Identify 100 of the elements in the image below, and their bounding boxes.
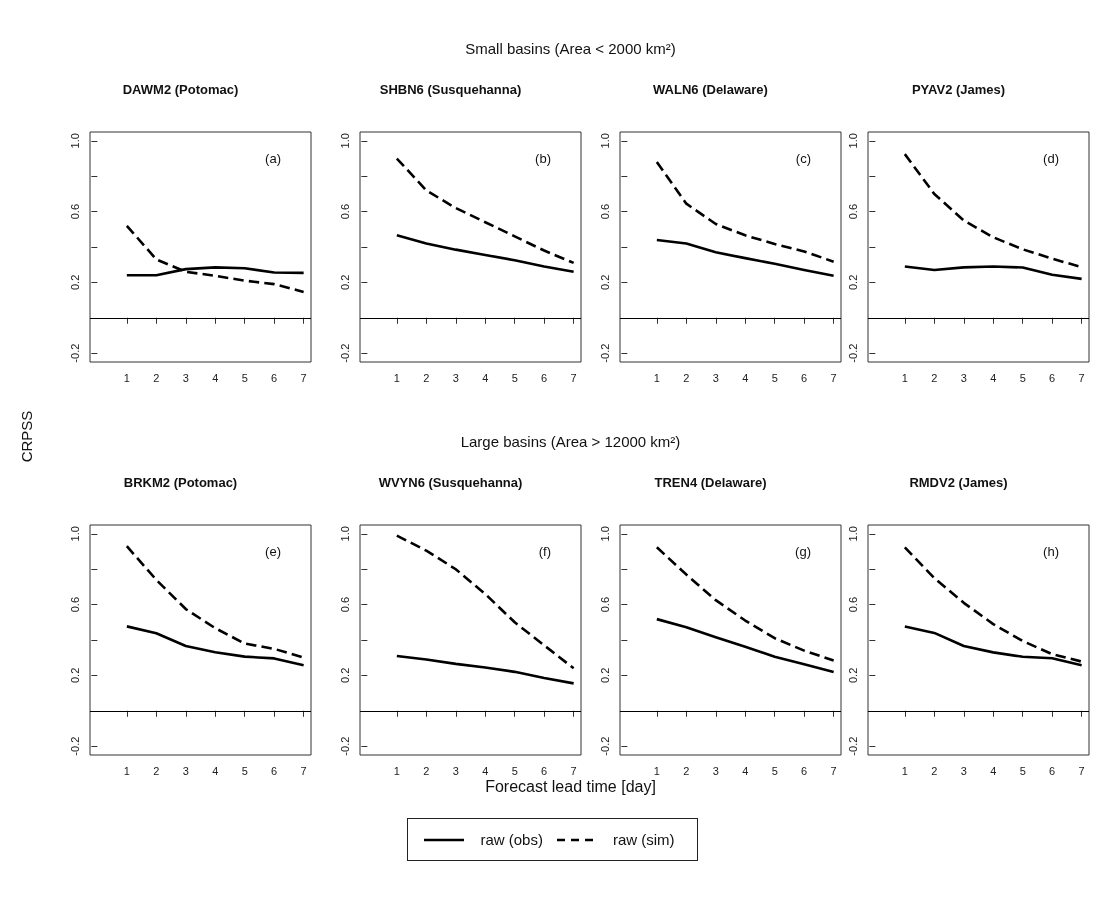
y-tick-label: 0.6 (338, 203, 351, 220)
x-tick-label: 7 (570, 764, 577, 777)
y-tick-label: 0.2 (68, 274, 81, 291)
x-tick-label: 4 (990, 371, 997, 384)
annotation: (a) (265, 151, 281, 166)
x-tick-label: 2 (423, 764, 430, 777)
chart-title: TREN4 (Delaware) (654, 475, 767, 490)
legend-label: raw (sim) (612, 831, 675, 848)
y-tick-label: 0.2 (598, 274, 611, 291)
x-tick-label: 7 (1078, 764, 1085, 777)
x-tick-label: 4 (742, 764, 749, 777)
x-tick-label: 6 (271, 371, 278, 384)
x-tick-label: 7 (300, 371, 307, 384)
y-axis-title: CRPSS (17, 409, 35, 465)
x-tick-label: 5 (771, 371, 778, 384)
y-tick-label: 1.0 (68, 133, 81, 149)
x-tick-label: 2 (683, 371, 690, 384)
chart-title: DAWM2 (Potomac) (122, 82, 239, 97)
chart-subtitle: Large basins (Area > 12000 km²) (459, 433, 682, 450)
y-tick-label: -0.2 (68, 736, 81, 756)
x-tick-label: 3 (452, 371, 459, 384)
x-tick-label: 1 (901, 764, 908, 777)
legend-label: raw (obs) (480, 831, 543, 848)
x-tick-label: 5 (1019, 764, 1026, 777)
x-tick-label: 3 (960, 371, 967, 384)
x-tick-label: 2 (931, 371, 938, 384)
x-tick-label: 7 (830, 371, 837, 384)
annotation: (d) (1043, 151, 1059, 166)
x-tick-label: 1 (393, 764, 400, 777)
y-tick-label: -0.2 (598, 736, 611, 756)
y-tick-label: 1.0 (338, 133, 351, 149)
x-tick-label: 1 (653, 764, 660, 777)
y-tick-label: 1.0 (598, 133, 611, 149)
x-tick-label: 3 (712, 764, 719, 777)
x-tick-label: 6 (1049, 371, 1056, 384)
y-tick-label: -0.2 (846, 343, 859, 363)
annotation: (c) (795, 151, 812, 166)
chart-subtitle: Small basins (Area < 2000 km²) (464, 40, 677, 57)
y-tick-label: 0.2 (846, 667, 859, 684)
x-tick-label: 6 (271, 764, 278, 777)
y-tick-label: 0.6 (338, 596, 351, 613)
x-tick-label: 7 (570, 371, 577, 384)
x-tick-label: 6 (541, 371, 548, 384)
x-tick-label: 6 (541, 764, 548, 777)
x-tick-label: 2 (931, 764, 938, 777)
x-tick-label: 3 (452, 764, 459, 777)
x-tick-label: 5 (511, 764, 518, 777)
x-tick-label: 1 (123, 764, 130, 777)
y-tick-label: 0.2 (598, 667, 611, 684)
x-tick-label: 6 (1049, 764, 1056, 777)
y-tick-label: -0.2 (598, 343, 611, 363)
x-tick-label: 5 (241, 371, 248, 384)
y-tick-label: 0.2 (338, 274, 351, 291)
y-tick-label: 0.6 (598, 203, 611, 220)
x-tick-label: 2 (153, 764, 160, 777)
x-axis-title: Forecast lead time [day] (484, 778, 657, 796)
x-tick-label: 5 (1019, 371, 1026, 384)
y-tick-label: 0.6 (68, 596, 81, 613)
y-tick-label: 0.2 (68, 667, 81, 684)
chart-title: PYAV2 (James) (911, 82, 1006, 97)
x-tick-label: 1 (393, 371, 400, 384)
annotation: (h) (1043, 544, 1059, 559)
x-tick-label: 3 (182, 764, 189, 777)
annotation: (g) (795, 544, 811, 559)
x-tick-label: 4 (742, 371, 749, 384)
x-tick-label: 3 (960, 764, 967, 777)
x-tick-label: 2 (153, 371, 160, 384)
x-tick-label: 4 (212, 764, 219, 777)
x-tick-label: 7 (1078, 371, 1085, 384)
y-tick-label: 1.0 (338, 526, 351, 542)
x-tick-label: 3 (712, 371, 719, 384)
x-tick-label: 3 (182, 371, 189, 384)
y-tick-label: 1.0 (598, 526, 611, 542)
x-tick-label: 4 (990, 764, 997, 777)
x-tick-label: 6 (801, 371, 808, 384)
x-tick-label: 6 (801, 764, 808, 777)
x-tick-label: 1 (901, 371, 908, 384)
y-tick-label: -0.2 (338, 736, 351, 756)
y-tick-label: 1.0 (846, 133, 859, 149)
chart-title: BRKM2 (Potomac) (123, 475, 238, 490)
x-tick-label: 2 (683, 764, 690, 777)
x-tick-label: 2 (423, 371, 430, 384)
x-tick-label: 5 (241, 764, 248, 777)
y-tick-label: -0.2 (338, 343, 351, 363)
x-tick-label: 4 (482, 371, 489, 384)
chart-title: WVYN6 (Susquehanna) (378, 475, 523, 490)
y-tick-label: 0.6 (68, 203, 81, 220)
y-tick-label: 0.2 (846, 274, 859, 291)
x-tick-label: 5 (771, 764, 778, 777)
x-tick-label: 7 (830, 764, 837, 777)
x-tick-label: 5 (511, 371, 518, 384)
annotation: (b) (535, 151, 551, 166)
x-tick-label: 1 (653, 371, 660, 384)
chart-title: RMDV2 (James) (909, 475, 1008, 490)
annotation: (f) (538, 544, 552, 559)
chart-title: SHBN6 (Susquehanna) (379, 82, 522, 97)
x-tick-label: 4 (212, 371, 219, 384)
y-tick-label: 1.0 (68, 526, 81, 542)
x-tick-label: 4 (482, 764, 489, 777)
chart-title: WALN6 (Delaware) (653, 82, 768, 97)
